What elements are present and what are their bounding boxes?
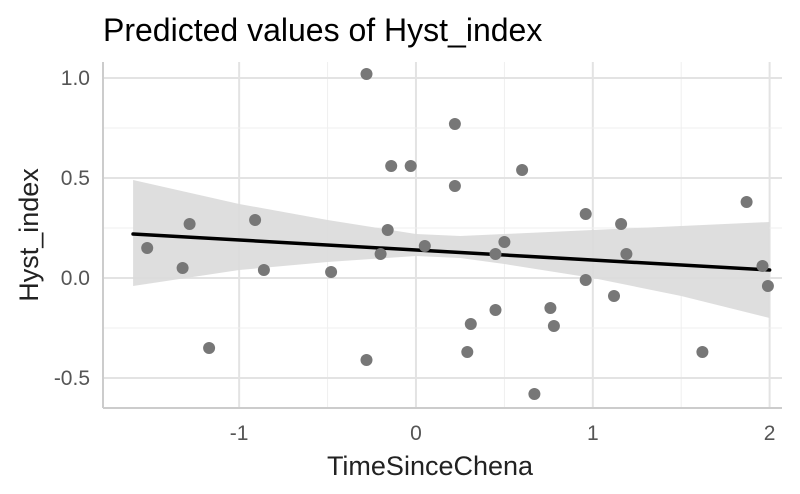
data-point <box>620 248 633 260</box>
data-point <box>696 346 709 358</box>
x-tick-label: 0 <box>410 422 422 445</box>
data-point <box>325 266 338 278</box>
data-point <box>464 318 477 330</box>
x-axis-title: TimeSinceChena <box>327 451 534 481</box>
data-point <box>761 280 774 292</box>
fit-line <box>131 232 772 272</box>
data-point <box>404 160 417 172</box>
data-point <box>579 274 592 286</box>
y-tick-label: 0.5 <box>61 167 90 190</box>
confidence-band-layer <box>133 180 770 318</box>
data-point <box>547 320 560 332</box>
data-point <box>374 248 387 260</box>
y-tick-label: 1.0 <box>61 67 90 90</box>
data-point <box>608 290 620 302</box>
data-point <box>203 342 216 354</box>
data-point <box>448 118 461 130</box>
data-point <box>615 218 628 230</box>
chart-title: Predicted values of Hyst_index <box>103 12 542 48</box>
axes <box>102 62 782 409</box>
x-tick-label: 2 <box>764 422 776 445</box>
fit-line-layer <box>131 232 772 272</box>
data-point <box>360 354 373 366</box>
data-point <box>249 214 262 226</box>
data-point <box>528 388 541 400</box>
data-point <box>360 68 373 80</box>
confidence-band <box>133 180 770 318</box>
data-point <box>183 218 196 230</box>
data-point <box>579 208 592 220</box>
data-point <box>176 262 189 274</box>
y-tick-label: -0.5 <box>54 367 90 390</box>
y-tick-label: 0.0 <box>61 267 90 290</box>
data-point <box>448 180 461 192</box>
data-point <box>385 160 398 172</box>
data-point <box>257 264 270 276</box>
tick-labels: -1 0 1 2 -0.5 0.0 0.5 1.0 <box>54 67 776 445</box>
data-point <box>544 302 557 314</box>
x-tick-label: -1 <box>230 422 249 445</box>
data-point <box>516 164 529 176</box>
data-point <box>740 196 753 208</box>
data-points-layer <box>141 68 774 400</box>
data-point <box>418 240 431 252</box>
y-axis-title: Hyst_index <box>14 168 44 302</box>
data-point <box>141 242 154 254</box>
data-point <box>498 236 511 248</box>
data-point <box>489 304 502 316</box>
data-point <box>381 224 394 236</box>
data-point <box>461 346 474 358</box>
data-point <box>756 260 769 272</box>
x-tick-label: 1 <box>587 422 599 445</box>
data-point <box>489 248 502 260</box>
